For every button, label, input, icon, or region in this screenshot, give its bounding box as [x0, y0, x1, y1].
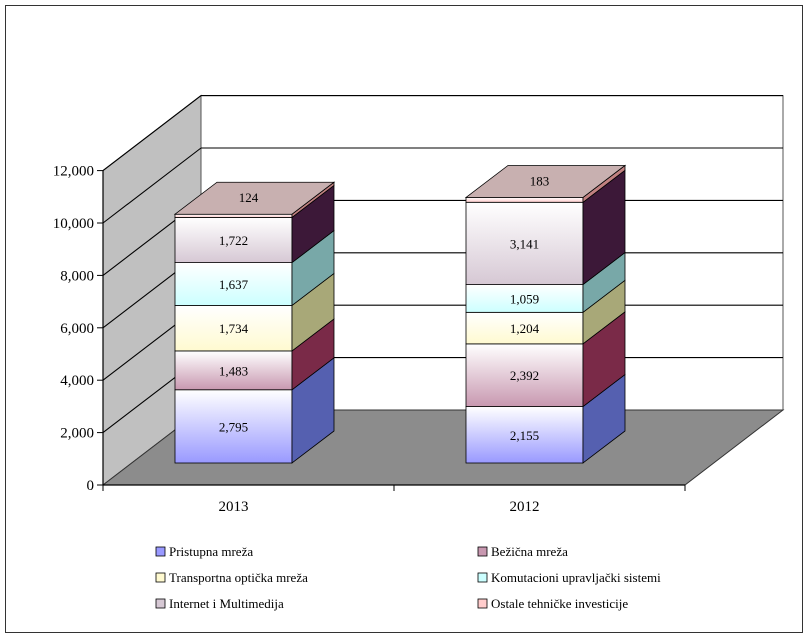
x-tick-label-1: 2012	[510, 499, 540, 515]
legend-swatch-4	[155, 598, 166, 609]
y-tick-label-3: 6,000	[60, 321, 94, 337]
data-label-2012-2: 1,204	[510, 321, 540, 336]
bar-2012-seg-3-front	[465, 284, 584, 313]
legend-label-0: Pristupna mreža	[169, 544, 253, 559]
legend-swatch-2	[155, 572, 166, 583]
x-tick-label-0: 2013	[219, 499, 249, 515]
y-tick-label-0: 0	[87, 478, 95, 494]
gridline-side-5	[102, 147, 202, 224]
legend: Pristupna mreža Bežična mreža Transportna …	[155, 544, 661, 611]
legend-item-3: Komutacioni upravljački sistemi	[477, 570, 661, 585]
legend-label-2: Transportna optička mreža	[169, 570, 308, 585]
data-label-2013-1: 1,483	[219, 363, 248, 378]
data-label-2012-0: 2,155	[510, 428, 539, 443]
bar-2013-top	[173, 181, 336, 215]
bar-2013-seg-5-front	[174, 213, 293, 218]
bar-2013-seg-2-front	[174, 305, 293, 352]
legend-label-5: Ostale tehničke investicije	[491, 596, 628, 611]
data-label-2013-2: 1,734	[219, 321, 249, 336]
legend-item-4: Internet i Multimedija	[155, 596, 284, 611]
y-tick-label-6: 12,000	[53, 164, 94, 180]
gridline-side-6	[102, 95, 202, 172]
data-label-2012-3: 1,059	[510, 291, 539, 306]
x-axis: 2013 2012	[102, 484, 686, 515]
legend-label-1: Bežična mreža	[491, 544, 568, 559]
legend-item-5: Ostale tehničke investicije	[477, 596, 628, 611]
data-label-2012-4: 3,141	[510, 236, 539, 251]
bar-2012-seg-4-front	[465, 201, 584, 285]
bars: 2,795 1,483 1,734 1,637 1,722 124 2,155 2,392 1,…	[173, 164, 627, 464]
legend-swatch-5	[477, 598, 488, 609]
y-tick-label-5: 10,000	[53, 216, 94, 232]
legend-item-2: Transportna optička mreža	[155, 570, 308, 585]
data-label-2013-5: 124	[239, 190, 259, 205]
legend-item-0: Pristupna mreža	[155, 544, 253, 559]
data-label-2012-1: 2,392	[510, 368, 539, 383]
y-tick-label-1: 2,000	[60, 426, 94, 442]
legend-label-4: Internet i Multimedija	[169, 596, 284, 611]
y-axis: 0 2,000 4,000 6,000 8,000 10,000 12,000	[53, 164, 104, 494]
bar-2013-seg-3-front	[174, 262, 293, 306]
data-label-2013-3: 1,637	[219, 277, 249, 292]
legend-swatch-0	[155, 546, 166, 557]
bar-2012-top	[464, 165, 627, 198]
legend-swatch-3	[477, 572, 488, 583]
bar-2013-seg-0-front	[174, 389, 293, 464]
bar-2012-seg-0-front	[465, 406, 584, 464]
legend-swatch-1	[477, 546, 488, 557]
bar-2013-seg-4-front	[174, 217, 293, 263]
bar-2013-seg-1-front	[174, 350, 293, 391]
data-label-2012-5: 183	[530, 173, 550, 188]
legend-label-3: Komutacioni upravljački sistemi	[491, 570, 661, 585]
data-label-2013-0: 2,795	[219, 419, 248, 434]
bar-2012-seg-1-front	[465, 343, 584, 407]
bar-2012-seg-5-front	[465, 197, 584, 203]
legend-item-1: Bežična mreža	[477, 544, 568, 559]
y-tick-label-4: 8,000	[60, 268, 94, 284]
data-label-2013-4: 1,722	[219, 233, 248, 248]
y-tick-label-2: 4,000	[60, 373, 94, 389]
